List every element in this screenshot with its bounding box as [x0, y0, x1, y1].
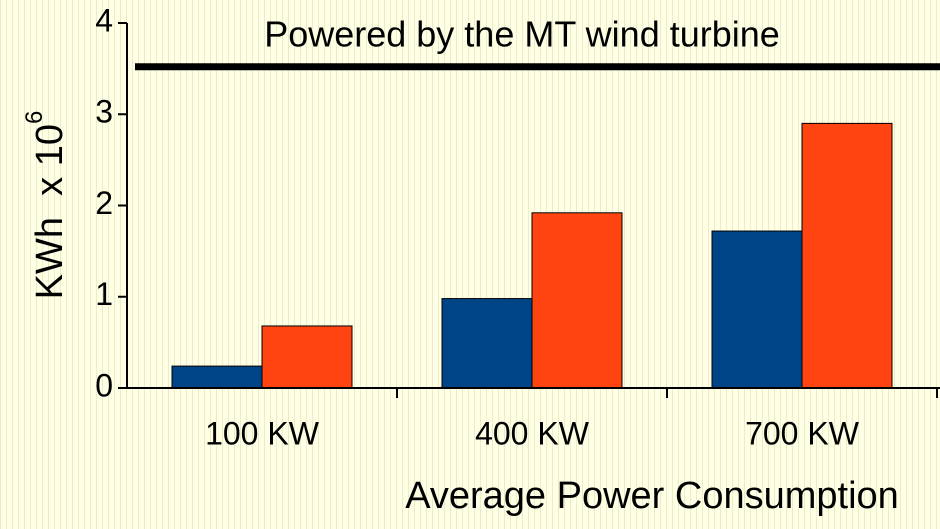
y-tick-label: 4	[95, 2, 113, 38]
x-tick-label: 400 KW	[475, 415, 590, 451]
x-tick-label: 100 KW	[205, 415, 320, 451]
y-tick-label: 0	[95, 367, 113, 403]
reference-line-label: Powered by the MT wind turbine	[264, 13, 780, 54]
y-tick-label: 3	[95, 94, 113, 130]
bar	[801, 122, 893, 389]
bar	[261, 325, 353, 389]
y-axis-label-group: KWh x 106	[21, 111, 71, 300]
y-axis-label-exponent: 6	[21, 111, 48, 124]
bar	[441, 298, 533, 389]
y-axis-label-text: KWh x 10	[29, 124, 71, 299]
x-tick-label: 700 KW	[745, 415, 860, 451]
bar	[531, 212, 623, 389]
y-tick-label: 2	[95, 185, 113, 221]
bar	[711, 230, 803, 389]
y-tick-label: 1	[95, 276, 113, 312]
x-axis-label: Average Power Consumption	[405, 475, 899, 517]
bar	[171, 365, 263, 389]
y-axis-label: KWh x 106	[21, 111, 71, 300]
